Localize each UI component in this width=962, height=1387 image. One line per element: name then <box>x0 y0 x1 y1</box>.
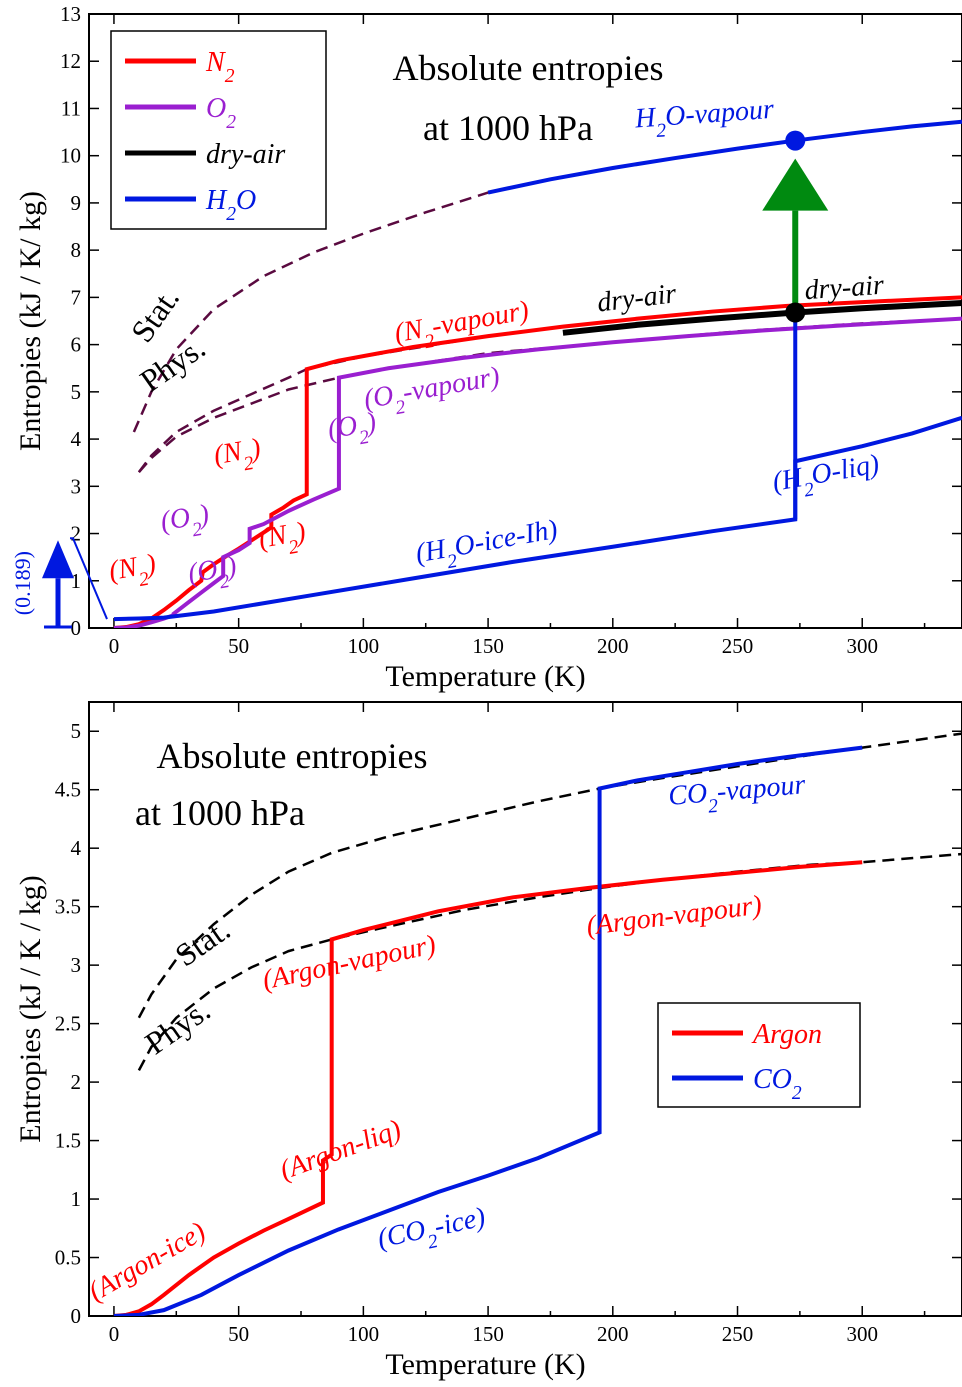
legend: Argon CO2 <box>657 1002 861 1108</box>
plot-frame <box>88 701 962 1317</box>
y-tick-label: 2 <box>71 1070 82 1094</box>
statistical-curve <box>137 296 962 473</box>
top-panel: 0 50 100 150 200 250 300012345678910111213Temp… <box>10 2 962 693</box>
x-tick-label: 300 <box>846 1322 878 1346</box>
x-tick-label: 50 <box>228 1322 249 1346</box>
y-tick-label: 7 <box>71 285 82 309</box>
curve-annotation: (Argon-vapour) <box>260 929 439 996</box>
x-tick-label: 250 <box>722 1322 754 1346</box>
zero-point-arrow-head <box>42 540 74 579</box>
y-tick-label: 0 <box>71 616 82 640</box>
series-h2o_vapour <box>487 119 962 195</box>
y-tick-label: 3 <box>71 953 82 977</box>
marker-point <box>785 130 806 151</box>
curve-annotation: (Argon-ice) <box>83 1216 211 1308</box>
x-tick-label: 100 <box>348 634 380 658</box>
curve-annotation: (N2) <box>256 516 309 563</box>
y-axis-label: Entropies (kJ / K / kg) <box>14 875 47 1142</box>
y-tick-label: 5 <box>71 380 82 404</box>
y-tick-label: 3.5 <box>55 895 81 919</box>
zero-point-leader <box>70 537 108 620</box>
curve-annotation: (H2O-ice-Ih) <box>413 514 561 578</box>
y-tick-label: 13 <box>60 2 81 26</box>
series-argon <box>113 860 863 1316</box>
chart-title: Absolute entropies <box>157 736 428 776</box>
curve-annotation: dry-air <box>804 270 885 306</box>
x-tick-label: 300 <box>846 634 878 658</box>
bottom-panel: 0 50 100 150 200 250 300 0 0.5 1 1.5 2 2.5 3 3.5 4 4.5 5 T… <box>14 701 962 1381</box>
y-tick-label: 9 <box>71 191 82 215</box>
y-tick-label: 1.5 <box>55 1129 81 1153</box>
series-co2 <box>113 745 863 1316</box>
legend-label: CO2 <box>753 1064 802 1104</box>
chart-title: Absolute entropies <box>393 48 664 88</box>
statistical-curve <box>137 317 962 473</box>
curve-annotation: (O2) <box>186 551 241 598</box>
x-tick-label: 0 <box>109 1322 120 1346</box>
y-tick-label: 4.5 <box>55 778 81 802</box>
x-tick-label: 100 <box>348 1322 380 1346</box>
legend-label: H2O <box>205 185 256 225</box>
curve-annotation: (Argon-liq) <box>276 1114 405 1186</box>
y-tick-label: 1 <box>71 569 82 593</box>
curve-annotation: (O2) <box>325 406 380 453</box>
y-tick-label: 11 <box>61 96 81 120</box>
y-tick-label: 0 <box>71 1304 82 1328</box>
series-h2o <box>113 415 962 622</box>
series-dry_air <box>562 300 962 336</box>
plot-area <box>113 119 962 628</box>
y-tick-label: 2 <box>71 522 82 546</box>
curve-annotation: (Argon-vapour) <box>585 890 764 942</box>
y-tick-label: 3 <box>71 474 82 498</box>
stat-phys-label: Stat. <box>168 911 236 974</box>
y-tick-label: 10 <box>60 144 81 168</box>
x-tick-label: 200 <box>597 634 629 658</box>
y-tick-label: 4 <box>71 427 82 451</box>
y-tick-label: 12 <box>60 49 81 73</box>
legend-label: N2 <box>205 47 235 87</box>
curve-annotation: (N2) <box>107 548 160 595</box>
y-tick-label: 4 <box>71 836 82 860</box>
legend-box <box>110 30 327 230</box>
x-axis-label: Temperature (K) <box>385 660 585 693</box>
legend: N2 O2 dry-air H2O <box>110 30 327 230</box>
curve-annotation: (O2) <box>158 499 213 546</box>
curve-annotation: (H2O-liq) <box>770 449 883 507</box>
chart-subtitle: at 1000 hPa <box>423 108 593 148</box>
x-tick-label: 150 <box>472 634 504 658</box>
x-tick-label: 150 <box>472 1322 504 1346</box>
series-n2 <box>113 295 962 628</box>
plot-area <box>113 732 962 1316</box>
legend-label: dry-air <box>206 139 285 170</box>
x-tick-label: 250 <box>722 634 754 658</box>
y-tick-label: 0.5 <box>55 1246 81 1270</box>
legend-label: Argon <box>751 1019 822 1050</box>
y-tick-label: 2.5 <box>55 1012 81 1036</box>
chart-subtitle: at 1000 hPa <box>135 793 305 833</box>
curve-annotation: CO2-vapour <box>667 769 807 820</box>
legend-box <box>657 1002 861 1108</box>
y-tick-label: 6 <box>71 333 82 357</box>
y-tick-label: 8 <box>71 238 82 262</box>
y-tick-label: 5 <box>71 719 82 743</box>
x-tick-label: 50 <box>228 634 249 658</box>
x-tick-label: 0 <box>109 634 120 658</box>
y-axis-label: Entropies (kJ / K/ kg) <box>14 191 47 451</box>
x-axis-label: Temperature (K) <box>385 1348 585 1381</box>
curve-annotation: H2O-vapour <box>633 94 775 143</box>
legend-label: O2 <box>206 93 236 133</box>
marker-point <box>785 302 806 323</box>
vaporisation-arrow-head <box>762 158 829 211</box>
zero-point-value-label: (0.189) <box>10 551 35 615</box>
plot-frame <box>88 13 962 629</box>
y-tick-label: 1 <box>71 1187 82 1211</box>
curve-annotation: (N2) <box>211 433 264 480</box>
x-tick-label: 200 <box>597 1322 629 1346</box>
curve-annotation: dry-air <box>595 278 678 318</box>
